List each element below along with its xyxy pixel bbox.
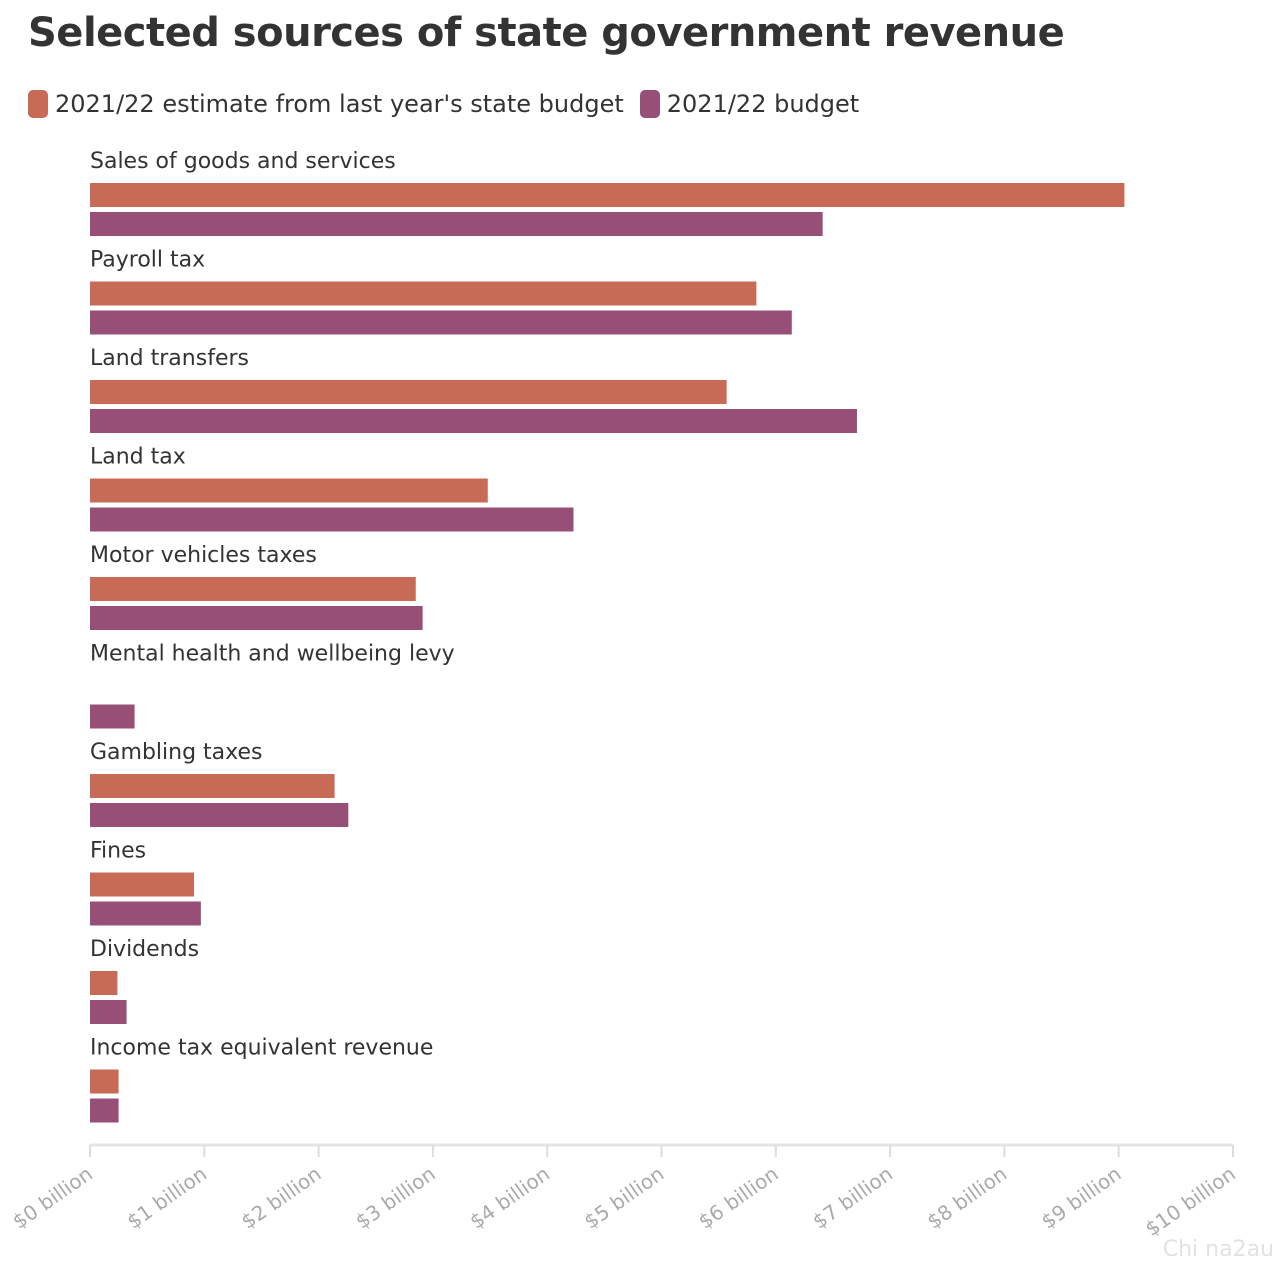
category-label-sales-of-goods-and-services: Sales of goods and services: [90, 149, 396, 174]
bar-motor-vehicles-taxes-budget: [90, 606, 423, 630]
bar-income-tax-equivalent-revenue-budget: [90, 1098, 119, 1123]
category-label-land-tax: Land tax: [90, 445, 186, 470]
bar-gambling-taxes-estimate: [90, 774, 335, 798]
bar-dividends-budget: [90, 1000, 127, 1024]
bar-income-tax-equivalent-revenue-estimate: [90, 1069, 119, 1094]
bar-sales-of-goods-and-services-estimate: [90, 183, 1125, 207]
bar-sales-of-goods-and-services-budget: [90, 212, 823, 236]
bar-dividends-estimate: [90, 971, 118, 995]
x-tick-label-0: $0 billion: [8, 1161, 97, 1233]
bar-motor-vehicles-taxes-estimate: [90, 577, 416, 601]
x-tick-label-5: $5 billion: [580, 1161, 669, 1233]
bar-fines-budget: [90, 901, 201, 926]
legend: 2021/22 estimate from last year's state …: [28, 90, 875, 118]
bar-land-tax-budget: [90, 507, 574, 532]
category-label-income-tax-equivalent-revenue: Income tax equivalent revenue: [90, 1036, 433, 1061]
bar-mental-health-and-wellbeing-levy-budget: [90, 704, 135, 729]
legend-label-estimate: 2021/22 estimate from last year's state …: [55, 90, 624, 118]
category-label-gambling-taxes: Gambling taxes: [90, 740, 263, 765]
x-tick-label-8: $8 billion: [922, 1161, 1011, 1233]
category-label-fines: Fines: [90, 839, 146, 864]
x-tick-label-10: $10 billion: [1141, 1161, 1240, 1241]
legend-item-budget: 2021/22 budget: [639, 90, 860, 118]
bar-payroll-tax-budget: [90, 310, 792, 335]
category-label-mental-health-and-wellbeing-levy: Mental health and wellbeing levy: [90, 642, 455, 667]
watermark: Chi na2au: [1162, 1237, 1274, 1262]
legend-swatch-estimate: [28, 90, 48, 118]
bar-chart: Sales of goods and services Payroll tax La…: [8, 149, 1240, 1241]
bar-land-tax-estimate: [90, 478, 488, 503]
bar-fines-estimate: [90, 872, 195, 897]
category-label-dividends: Dividends: [90, 937, 199, 962]
bar-land-transfers-estimate: [90, 380, 727, 404]
x-tick-label-4: $4 billion: [465, 1161, 554, 1233]
legend-item-estimate: 2021/22 estimate from last year's state …: [28, 90, 624, 118]
legend-swatch-budget: [639, 90, 660, 118]
x-tick-label-1: $1 billion: [122, 1161, 211, 1233]
x-tick-label-2: $2 billion: [237, 1161, 326, 1233]
category-label-motor-vehicles-taxes: Motor vehicles taxes: [90, 543, 317, 568]
x-tick-label-3: $3 billion: [351, 1161, 440, 1233]
x-tick-label-7: $7 billion: [808, 1161, 897, 1233]
category-label-payroll-tax: Payroll tax: [90, 248, 205, 273]
bar-land-transfers-budget: [90, 409, 857, 433]
x-tick-label-9: $9 billion: [1037, 1161, 1126, 1233]
legend-label-budget: 2021/22 budget: [666, 90, 860, 118]
x-tick-label-6: $6 billion: [694, 1161, 783, 1233]
bar-gambling-taxes-budget: [90, 803, 349, 827]
category-label-land-transfers: Land transfers: [90, 346, 249, 371]
chart-title: Selected sources of state government rev…: [28, 10, 1065, 56]
bar-payroll-tax-estimate: [90, 281, 757, 306]
